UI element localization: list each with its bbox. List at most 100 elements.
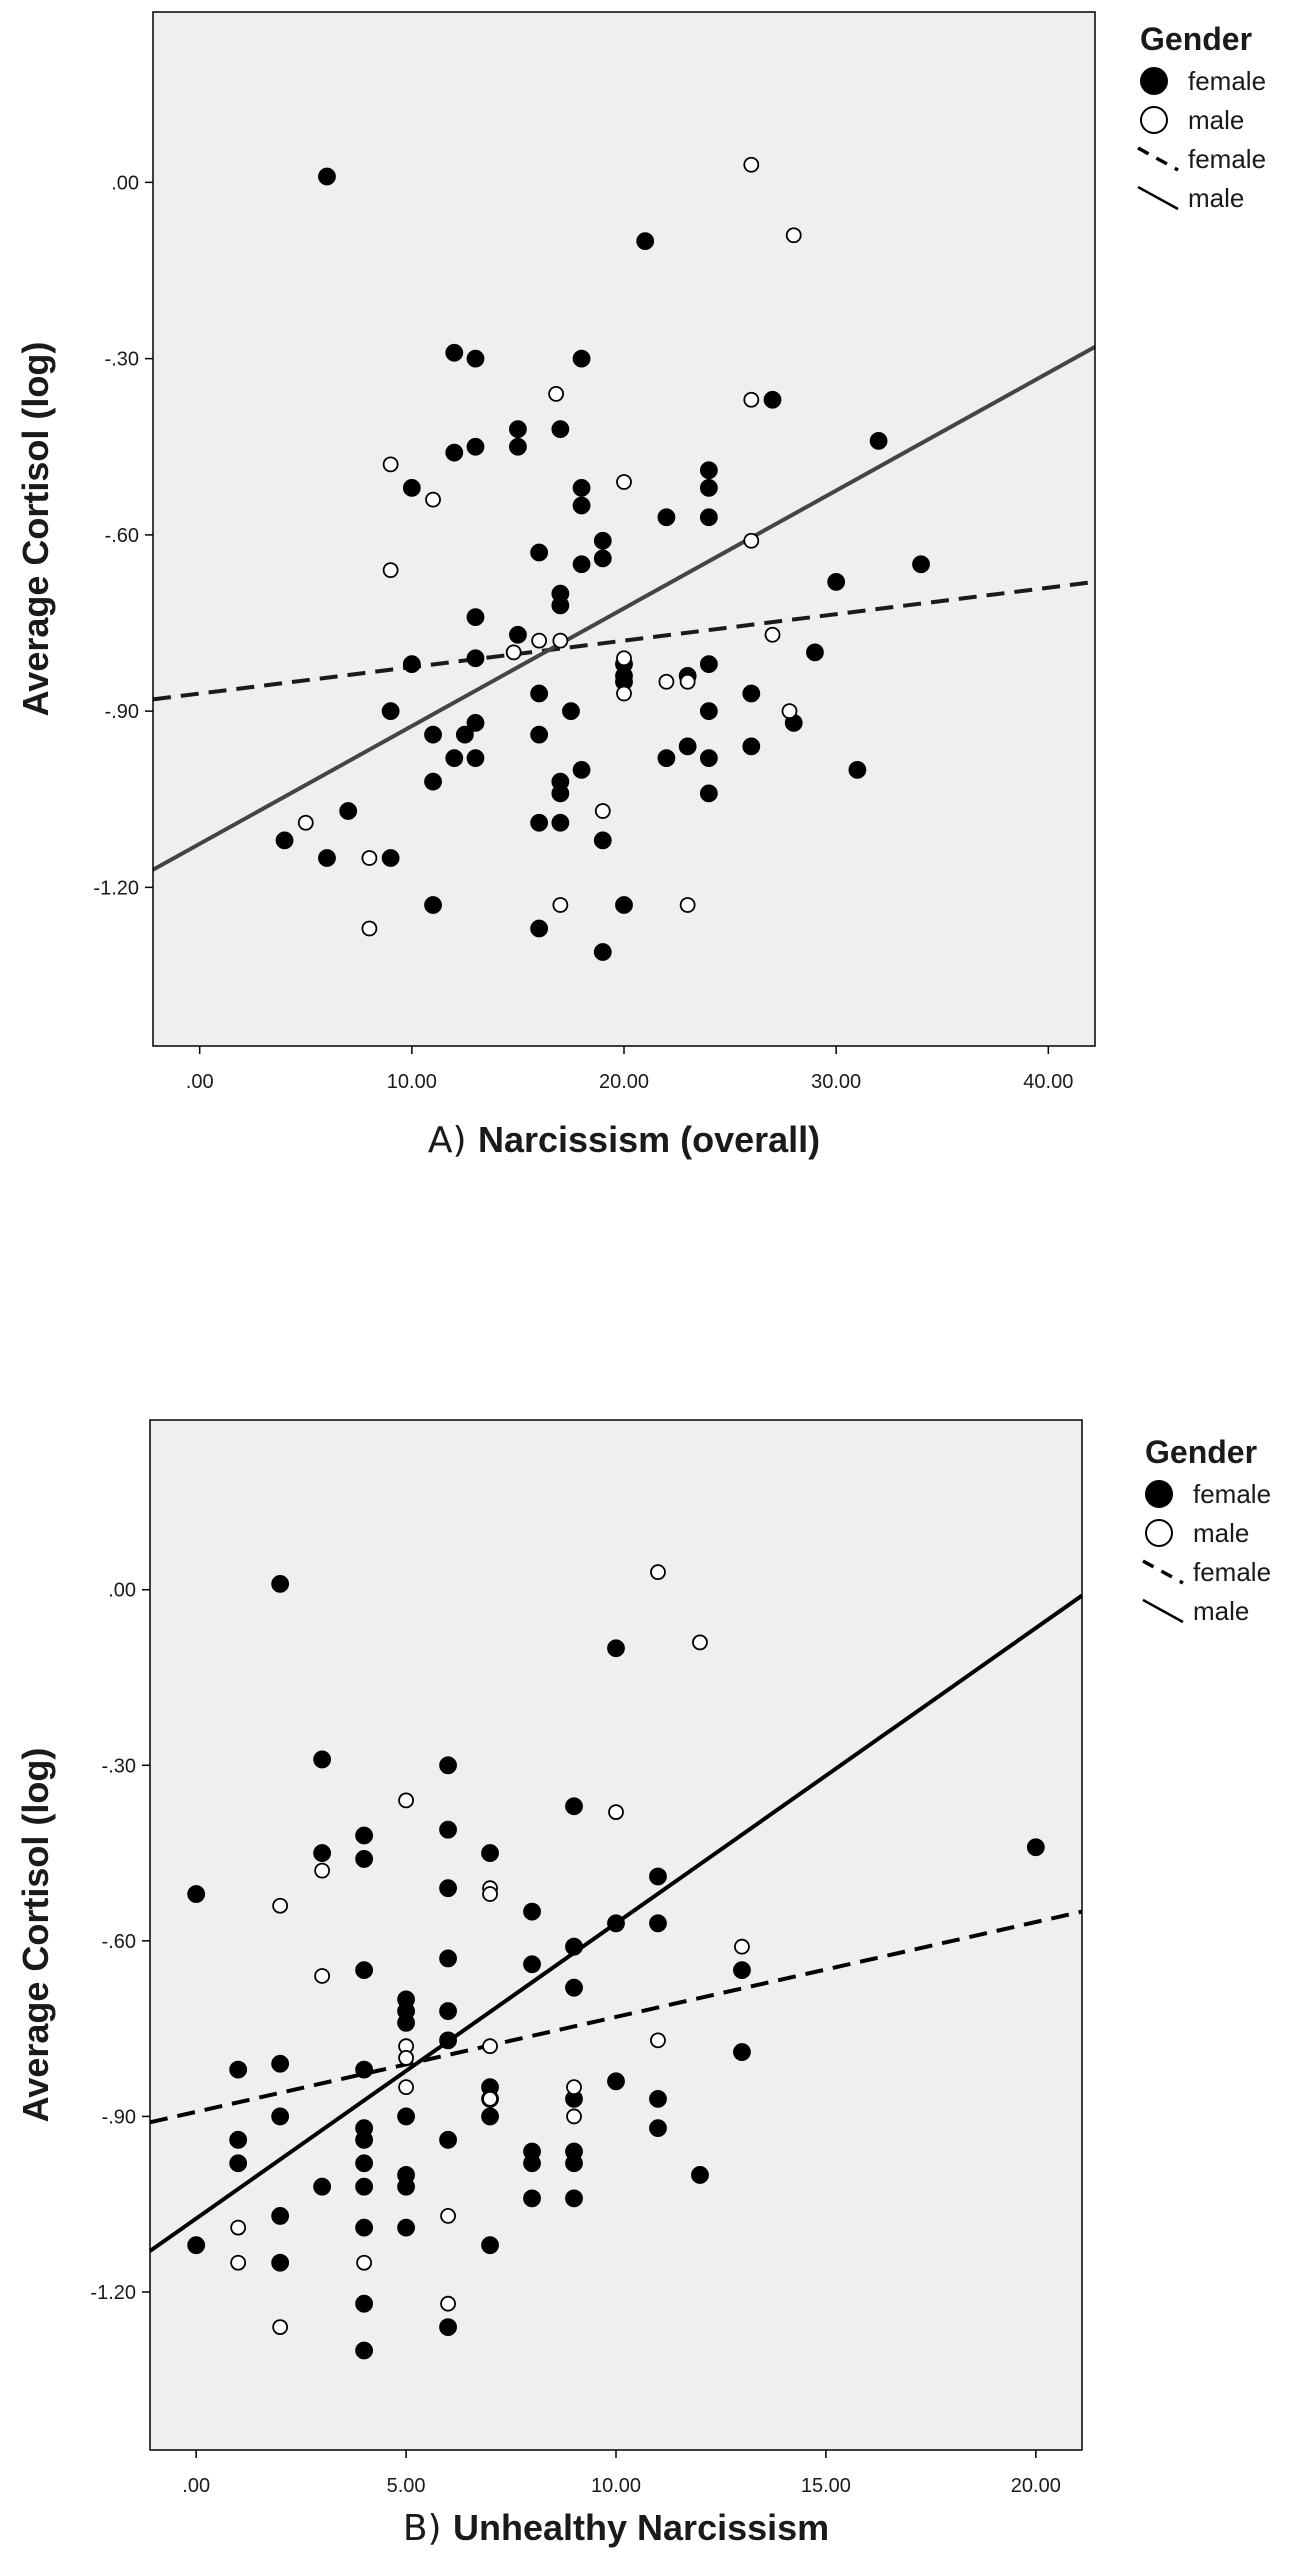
point-female <box>439 2031 457 2050</box>
point-female <box>439 1949 457 1968</box>
point-female <box>615 896 633 914</box>
fit-lines-a <box>152 345 1096 872</box>
y-axis-ticks-b: .00 -.30 -.60 -.90 -1.20 <box>90 1580 150 2304</box>
point-female <box>593 531 612 550</box>
point-male <box>440 2208 456 2224</box>
point-male <box>272 1897 289 1914</box>
point-female <box>275 831 294 850</box>
point-female <box>912 555 930 574</box>
point-male <box>785 227 802 244</box>
point-female <box>355 1850 374 1868</box>
legend-line-female <box>1142 1559 1184 1585</box>
point-female <box>649 1867 667 1886</box>
point-male <box>650 1564 666 1581</box>
point-male <box>482 1886 498 1902</box>
point-female <box>355 2294 374 2313</box>
point-female <box>699 749 718 768</box>
point-male <box>230 2219 247 2236</box>
point-female <box>699 508 718 527</box>
point-female <box>187 2236 206 2255</box>
point-female <box>607 1639 625 1658</box>
point-female <box>313 1750 332 1769</box>
point-female <box>355 1826 374 1845</box>
point-male <box>616 474 632 490</box>
point-female <box>607 2072 625 2091</box>
chart-panel-a: .00 -.30 -.60 -.90 -1.20 .00 10.00 20.00 30.00 4… <box>15 11 1266 1161</box>
y-tick-label: -.90 <box>105 701 139 723</box>
point-female <box>806 643 824 662</box>
point-female <box>271 1574 290 1593</box>
point-male <box>548 385 565 402</box>
point-female <box>593 943 612 961</box>
point-female <box>313 1844 332 1862</box>
y-tick-label: -.60 <box>102 1931 136 1953</box>
point-male <box>531 632 548 649</box>
point-female <box>551 784 570 803</box>
point-male <box>440 2295 456 2312</box>
point-male <box>658 673 675 690</box>
point-female <box>402 478 421 497</box>
point-female <box>466 608 485 627</box>
point-male <box>743 391 760 408</box>
legend-label-male: male <box>1188 105 1244 135</box>
y-tick-label: -.60 <box>105 525 139 547</box>
point-female <box>607 1914 625 1933</box>
point-male <box>482 2090 498 2107</box>
point-male <box>764 626 781 643</box>
legend-marker-female <box>1140 67 1168 95</box>
point-female <box>523 1902 541 1921</box>
legend-a: Gender female male female male <box>1137 21 1266 213</box>
point-female <box>699 784 718 803</box>
legend-label-female: female <box>1188 144 1266 174</box>
y-axis-title-a: Average Cortisol (log) <box>15 342 56 717</box>
point-female <box>572 496 591 515</box>
x-tick-label: 10.00 <box>387 1071 437 1093</box>
point-male <box>272 2319 289 2336</box>
point-female <box>657 749 676 768</box>
y-tick-label: -.90 <box>102 2106 136 2128</box>
point-female <box>565 2189 583 2208</box>
point-female <box>229 2130 248 2149</box>
point-female <box>397 2107 415 2126</box>
point-female <box>313 2177 332 2196</box>
point-female <box>562 702 580 721</box>
point-female <box>848 760 867 779</box>
point-female <box>187 1885 206 1903</box>
point-female <box>445 443 464 462</box>
point-female <box>742 684 761 703</box>
x-axis-ticks-b: .00 5.00 10.00 15.00 20.00 <box>182 2450 1061 2497</box>
point-female <box>530 919 549 938</box>
x-axis-caption-b: B) Unhealthy Narcissism <box>403 2507 829 2549</box>
point-female <box>509 437 527 456</box>
y-tick-label: .00 <box>111 172 139 194</box>
point-female <box>271 2054 290 2073</box>
point-male <box>608 1804 624 1821</box>
fit-line-male-solid <box>152 345 1096 872</box>
point-male <box>505 644 522 661</box>
x-tick-label: 5.00 <box>387 2475 426 2497</box>
x-axis-ticks-a: .00 10.00 20.00 30.00 40.00 <box>186 1046 1073 1093</box>
x-tick-label: 30.00 <box>811 1071 861 1093</box>
point-female <box>355 2130 374 2149</box>
y-tick-label: .00 <box>108 1580 136 1602</box>
point-male <box>314 1968 331 1984</box>
point-female <box>509 625 527 644</box>
y-tick-label: -.30 <box>102 1755 136 1777</box>
point-female <box>523 2189 541 2208</box>
point-male <box>743 156 760 173</box>
legend-label-female: female <box>1193 1479 1271 1509</box>
fit-line-female-dashed <box>149 1909 1083 2125</box>
point-female <box>439 2318 457 2337</box>
point-female <box>445 343 464 362</box>
point-female <box>439 1879 457 1898</box>
y-axis-title-b: Average Cortisol (log) <box>15 1748 56 2123</box>
x-tick-label: 10.00 <box>591 2475 641 2497</box>
point-female <box>439 2002 457 2020</box>
point-female <box>523 2154 541 2173</box>
point-female <box>381 849 400 867</box>
point-female <box>530 684 549 703</box>
point-female <box>445 749 464 768</box>
point-male <box>314 1862 331 1879</box>
legend-marker-female <box>1145 1480 1173 1508</box>
